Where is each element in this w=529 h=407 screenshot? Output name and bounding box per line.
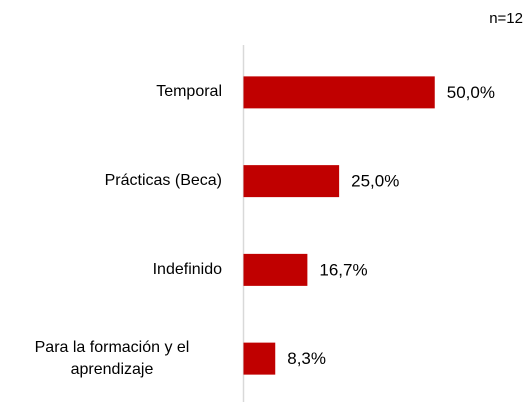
bar	[243, 76, 435, 109]
category-label: Temporal	[156, 83, 222, 101]
category-label: Indefinido	[152, 260, 222, 278]
bar	[243, 165, 340, 198]
value-label: 8,3%	[287, 349, 326, 368]
sample-size: n=12	[489, 10, 523, 27]
category-label: Para la formación y el aprendizaje	[34, 338, 190, 378]
category-label: Prácticas (Beca)	[104, 172, 222, 190]
bar	[243, 342, 276, 375]
value-label: 50,0%	[447, 83, 495, 102]
bar	[243, 253, 308, 286]
value-label: 25,0%	[351, 172, 399, 191]
value-label: 16,7%	[319, 260, 367, 279]
